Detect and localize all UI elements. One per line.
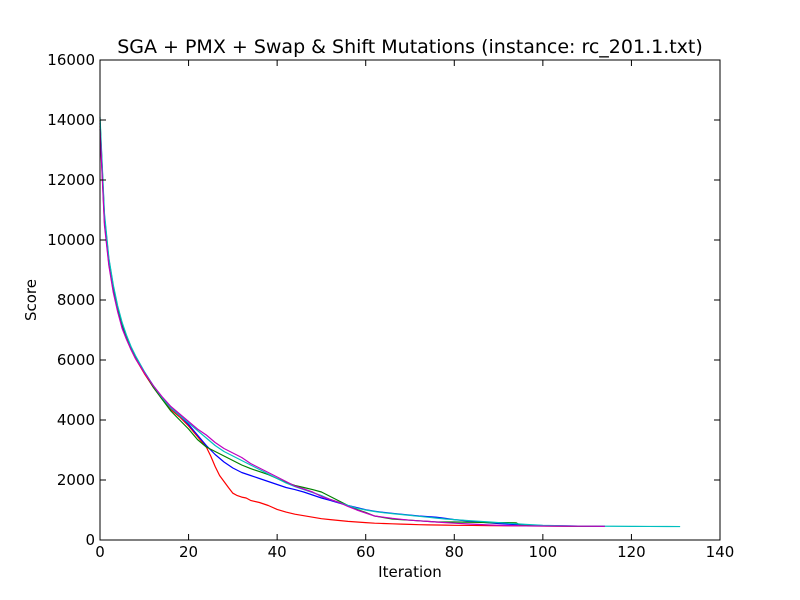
y-tick-label: 8000 bbox=[57, 291, 95, 309]
series-line-2 bbox=[99, 122, 605, 527]
y-tick-label: 4000 bbox=[57, 411, 95, 429]
x-tick-label: 120 bbox=[617, 543, 646, 561]
x-tick-label: 20 bbox=[179, 543, 198, 561]
y-tick-label: 12000 bbox=[47, 171, 95, 189]
series-line-5 bbox=[99, 128, 605, 527]
y-axis-label: Score bbox=[22, 279, 40, 321]
y-tick-label: 2000 bbox=[57, 471, 95, 489]
x-tick-label: 0 bbox=[95, 543, 105, 561]
chart-title: SGA + PMX + Swap & Shift Mutations (inst… bbox=[117, 36, 703, 58]
x-tick-label: 100 bbox=[529, 543, 558, 561]
y-tick-label: 0 bbox=[85, 531, 95, 549]
y-tick-label: 14000 bbox=[47, 111, 95, 129]
x-tick-label: 140 bbox=[706, 543, 735, 561]
y-tick-label: 10000 bbox=[47, 231, 95, 249]
series-layer bbox=[99, 116, 681, 528]
x-tick-label: 60 bbox=[356, 543, 375, 561]
y-axis: 0 2000 4000 6000 8000 10000 12000 14000 16000 bbox=[47, 51, 720, 549]
series-line-4 bbox=[99, 116, 681, 528]
y-tick-label: 16000 bbox=[47, 51, 95, 69]
x-tick-label: 80 bbox=[445, 543, 464, 561]
series-line-1 bbox=[99, 125, 605, 527]
x-tick-label: 40 bbox=[268, 543, 287, 561]
y-tick-label: 6000 bbox=[57, 351, 95, 369]
plot-frame bbox=[99, 59, 721, 541]
series-line-3 bbox=[99, 119, 605, 527]
x-axis-label: Iteration bbox=[378, 563, 442, 581]
x-axis: 0 20 40 60 80 100 120 140 bbox=[95, 60, 734, 561]
